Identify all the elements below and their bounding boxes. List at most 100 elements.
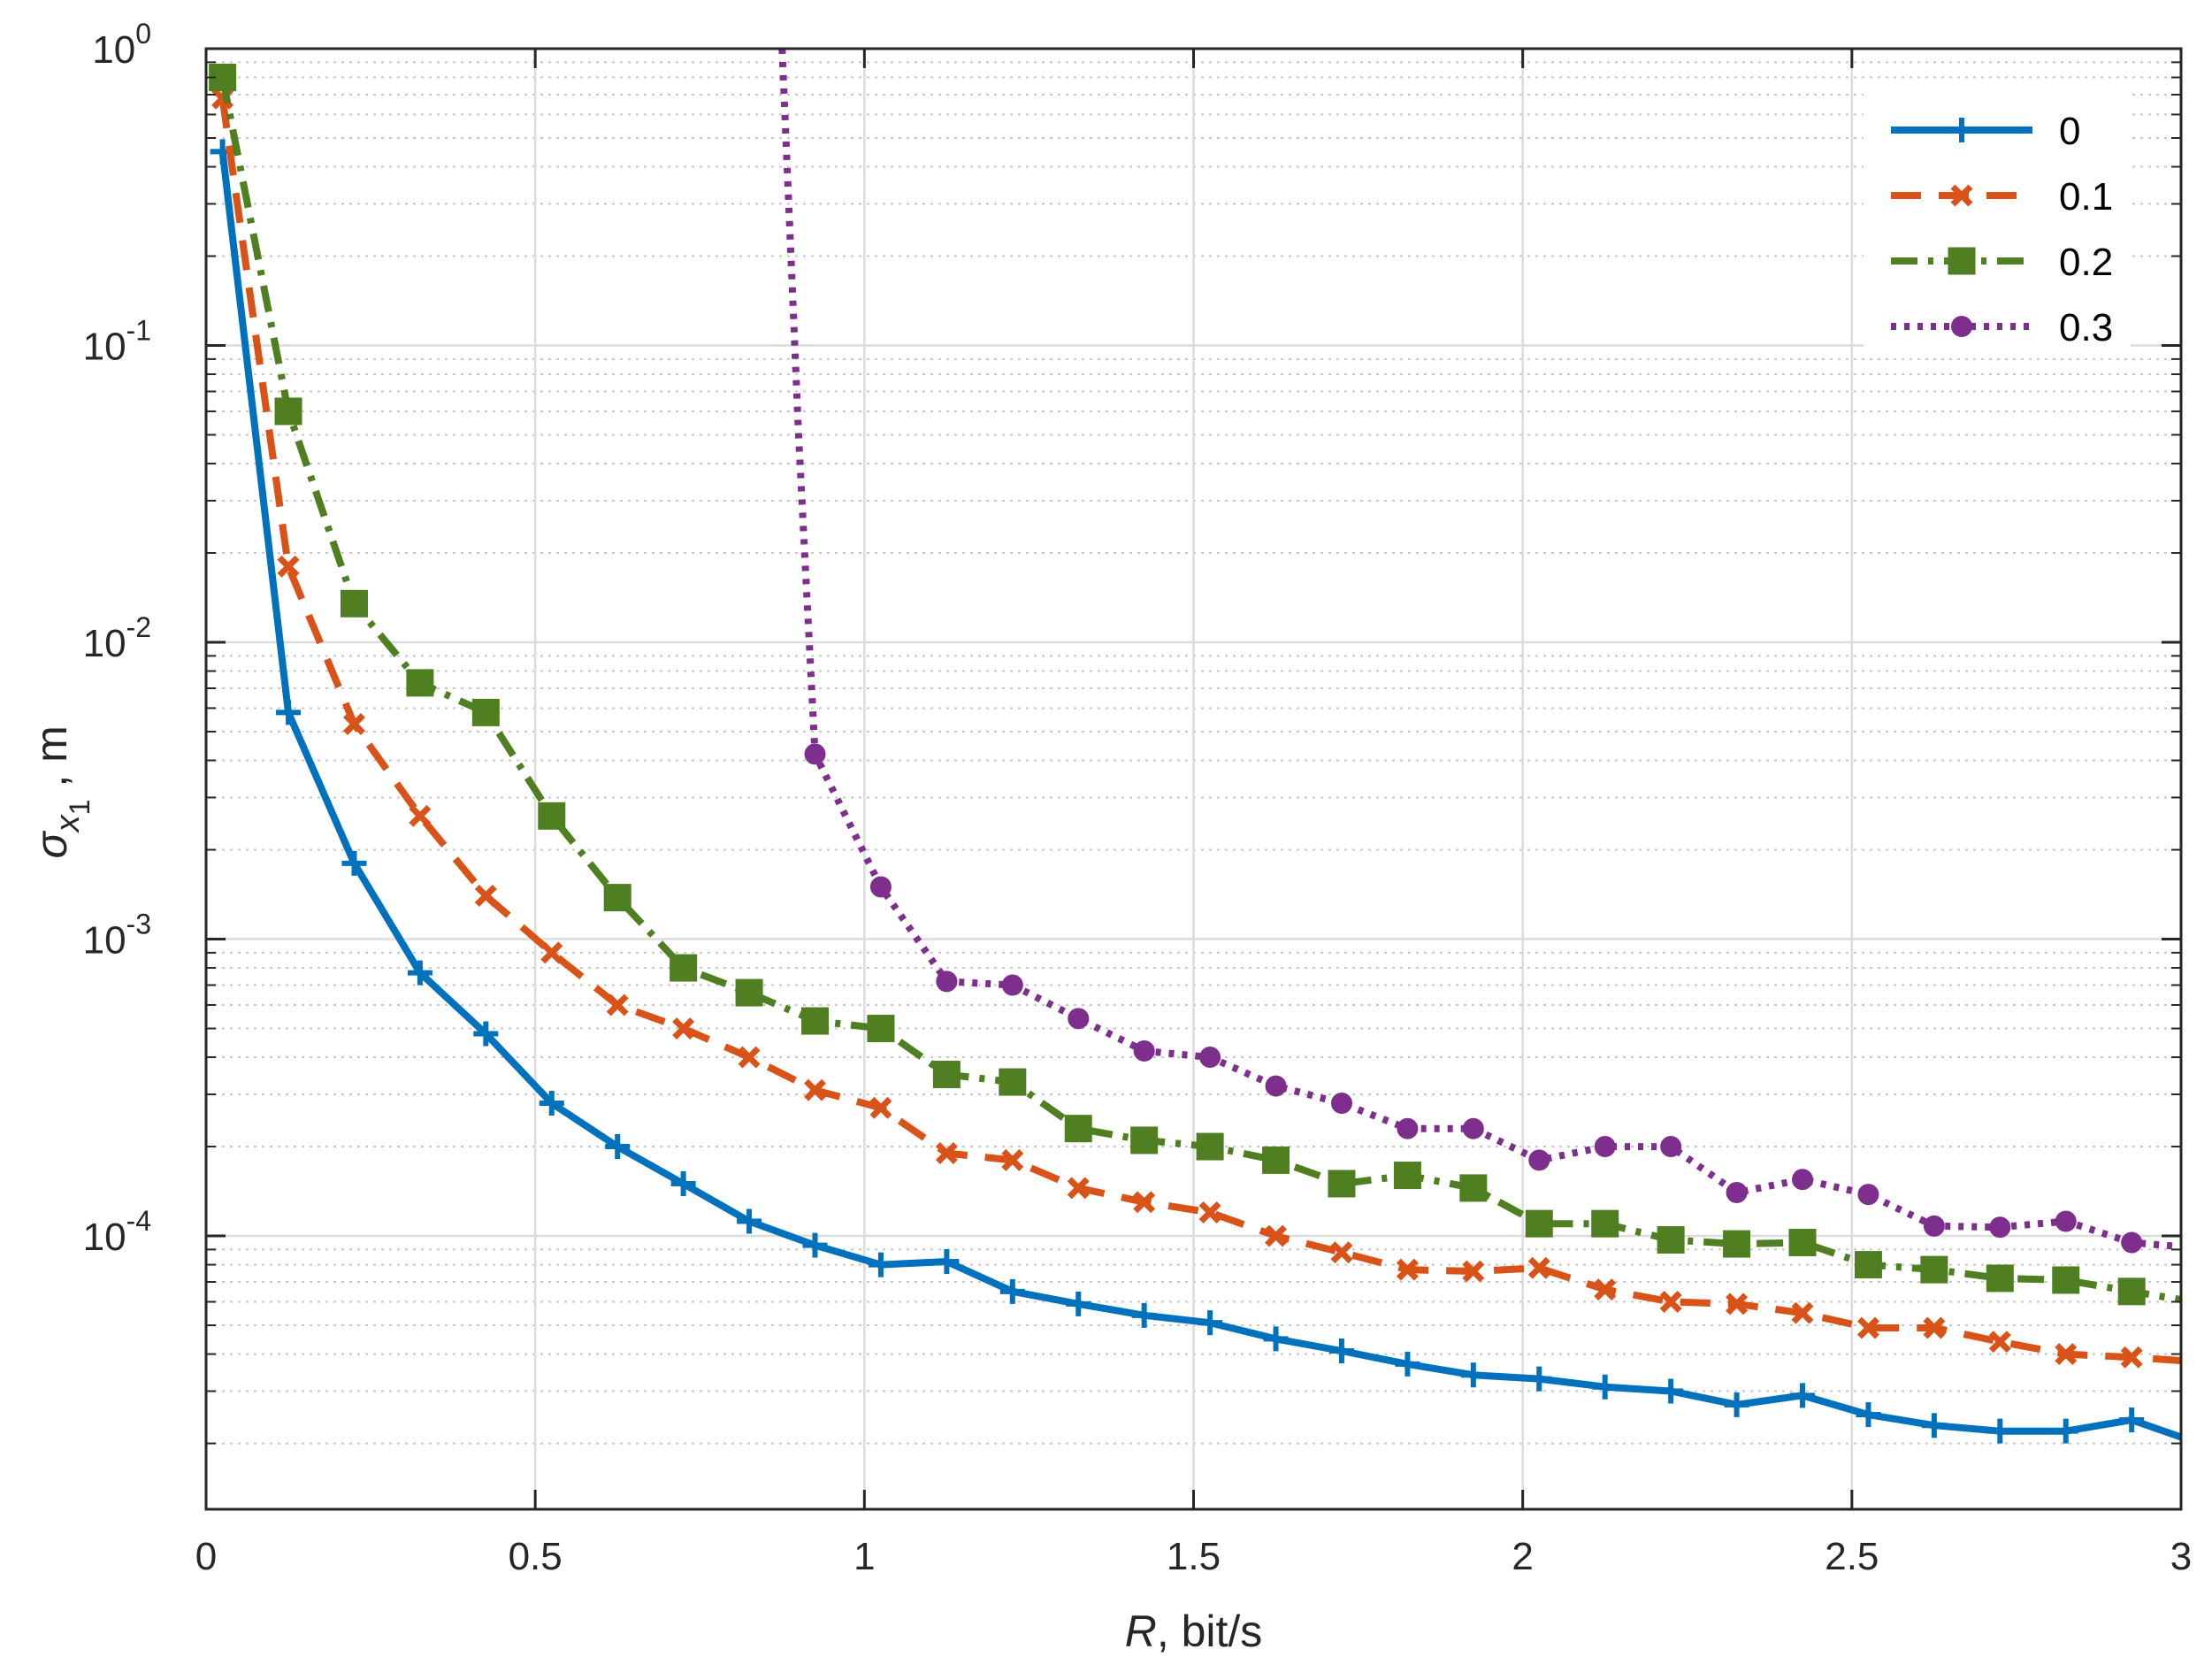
data-point-marker (1330, 1241, 1353, 1264)
data-point-marker (1265, 1224, 1288, 1247)
y-tick-exp: -1 (126, 315, 151, 347)
data-point-marker (868, 1252, 893, 1277)
data-point-marker (343, 713, 365, 736)
data-point-marker (1001, 974, 1023, 996)
data-point-marker (804, 1078, 826, 1101)
data-point-marker (1658, 1378, 1684, 1404)
data-point-marker (1393, 1162, 1421, 1190)
legend-item-0.1: 0.1 (1891, 175, 2113, 219)
data-point-marker (1265, 1075, 1287, 1097)
data-point-marker (1659, 1291, 1682, 1313)
y-tick-base: 10 (83, 1216, 126, 1259)
data-point-marker (1987, 1418, 2013, 1444)
data-point-marker (1950, 184, 1973, 207)
data-point-marker (1989, 1216, 2011, 1239)
data-point-marker (999, 1278, 1025, 1304)
data-point-marker (407, 960, 432, 986)
data-point-marker (1459, 1174, 1488, 1202)
data-point-marker (1988, 1331, 2011, 1354)
legend-label: 0.1 (2059, 175, 2113, 219)
data-point-marker (1263, 1326, 1289, 1352)
data-point-marker (2121, 1231, 2143, 1254)
x-tick-labels: 0 0.5 1 1.5 2 2.5 3 (195, 1535, 2192, 1578)
data-point-marker (340, 589, 368, 618)
data-point-marker (471, 698, 500, 726)
data-point-marker (1198, 1310, 1223, 1336)
data-point-marker (474, 885, 497, 907)
y-axis-label-sub: x (50, 813, 87, 833)
data-point-marker (934, 1248, 960, 1274)
data-point-marker (801, 1007, 830, 1035)
y-tick-label: 10-4 (83, 1205, 151, 1259)
data-point-marker (804, 743, 826, 765)
data-point-marker (1792, 1169, 1814, 1191)
data-point-marker (867, 1015, 895, 1043)
x-tick-label: 1 (853, 1535, 875, 1578)
data-point-marker (1594, 1136, 1616, 1158)
data-point-marker (735, 978, 763, 1007)
x-tick-label: 2 (1512, 1535, 1533, 1578)
data-point-marker (1657, 1225, 1685, 1254)
legend-box (1864, 92, 2131, 355)
data-point-marker (932, 1061, 961, 1089)
data-point-marker (277, 555, 300, 578)
data-point-marker (1726, 1293, 1749, 1316)
data-point-marker (1397, 1117, 1419, 1139)
data-point-marker (2117, 1277, 2146, 1306)
x-axis-label-var: R (1125, 1607, 1157, 1656)
data-point-marker (672, 1017, 695, 1040)
data-point-marker (2052, 1266, 2080, 1294)
series-layer (209, 49, 2181, 1444)
data-point-marker (869, 876, 892, 898)
legend-label: 0.3 (2059, 306, 2113, 349)
data-point-marker (738, 1046, 761, 1069)
data-point-marker (869, 1096, 892, 1119)
data-point-marker (1790, 1383, 1816, 1408)
data-point-marker (1594, 1278, 1617, 1301)
x-tick-label: 1.5 (1167, 1535, 1221, 1578)
data-point-marker (1986, 1264, 2014, 1293)
y-axis-label-sigma: σ (27, 831, 76, 859)
data-point-marker (935, 1142, 958, 1165)
data-point-marker (409, 804, 432, 827)
data-point-marker (1133, 1191, 1156, 1214)
data-point-marker (603, 884, 631, 912)
data-point-marker (1856, 1402, 1881, 1428)
data-point-marker (539, 1091, 564, 1116)
data-point-marker (276, 700, 302, 725)
data-point-marker (1066, 1291, 1091, 1316)
data-point-marker (1923, 1215, 1945, 1237)
data-point-marker (670, 1170, 696, 1196)
data-point-marker (737, 1208, 762, 1234)
data-point-marker (1948, 247, 1976, 275)
data-point-marker (670, 954, 698, 982)
data-point-marker (1923, 1316, 1946, 1339)
legend-item-0.2: 0.2 (1891, 241, 2113, 284)
data-point-marker (2055, 1343, 2078, 1366)
data-point-marker (936, 970, 958, 993)
x-tick-label: 0 (195, 1535, 217, 1578)
data-point-marker (1328, 1338, 1354, 1363)
y-tick-exp: 0 (135, 18, 151, 50)
y-tick-base: 10 (83, 919, 126, 963)
data-point-marker (1460, 1362, 1486, 1388)
y-tick-label: 10-1 (83, 315, 151, 369)
data-point-marker (540, 941, 563, 964)
y-tick-base: 10 (83, 326, 126, 369)
x-tick-label: 0.5 (509, 1535, 563, 1578)
data-point-marker (605, 1134, 631, 1160)
data-point-marker (1130, 1126, 1159, 1155)
y-tick-base: 10 (92, 28, 135, 72)
data-point-marker (1921, 1413, 1947, 1438)
series-line (778, 49, 2181, 1251)
x-axis-label-unit: , bit/s (1157, 1607, 1262, 1656)
data-point-marker (406, 669, 434, 697)
tick-marks (204, 47, 2183, 1509)
data-point-marker (1262, 1146, 1290, 1174)
x-tick-label: 3 (2170, 1535, 2192, 1578)
data-point-marker (1857, 1184, 1879, 1206)
y-tick-label: 10-2 (83, 611, 151, 665)
data-point-marker (1462, 1117, 1484, 1139)
